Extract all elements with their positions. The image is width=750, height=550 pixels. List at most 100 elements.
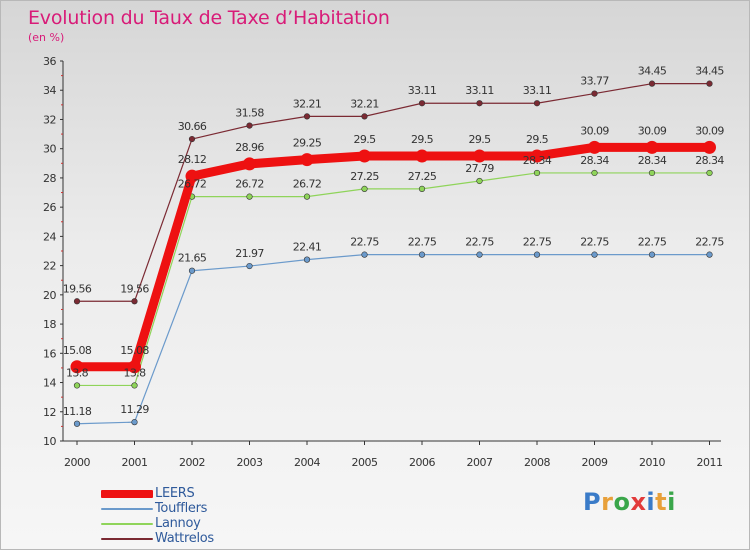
data-point-wattrelos (73, 298, 81, 305)
data-label-wattrelos: 34.45 (695, 65, 724, 78)
data-point-leers (473, 149, 486, 163)
logo-letter: t (655, 488, 668, 516)
x-tick-label: 2008 (524, 456, 550, 469)
legend-label-wattrelos: Wattrelos (155, 531, 214, 546)
x-tick-label: 2006 (409, 456, 435, 469)
data-label-lannoy: 26.72 (178, 178, 207, 191)
data-label-lannoy: 26.72 (293, 178, 322, 191)
data-label-leers: 15.08 (120, 344, 149, 357)
data-point-leers (70, 360, 84, 374)
legend-item-lannoy: Lannoy (101, 516, 261, 532)
data-label-toufflers: 21.97 (235, 247, 264, 260)
data-label-leers: 29.5 (411, 133, 434, 146)
data-point-leers (415, 149, 429, 163)
x-tick-label: 2000 (64, 456, 90, 469)
data-label-wattrelos: 32.21 (350, 97, 379, 110)
data-point-lannoy (361, 185, 368, 192)
y-tick-label: 34 (43, 84, 56, 97)
data-label-wattrelos: 33.11 (465, 84, 494, 97)
legend-item-wattrelos: Wattrelos (101, 531, 261, 547)
series-line-lannoy (76, 172, 711, 387)
data-label-leers: 15.08 (63, 344, 92, 357)
data-label-lannoy: 28.34 (638, 154, 667, 167)
data-label-wattrelos: 31.58 (235, 107, 264, 120)
data-label-toufflers: 22.41 (293, 241, 322, 254)
data-label-leers: 29.5 (353, 133, 376, 146)
y-tick-label: 16 (43, 347, 56, 360)
data-point-leers (300, 153, 314, 167)
data-label-leers: 30.09 (580, 124, 609, 137)
series-line-leers (72, 142, 714, 372)
x-tick-label: 2004 (294, 456, 320, 469)
series-line-wattrelos (76, 83, 711, 302)
logo-letter: r (601, 488, 614, 516)
legend-swatch-wattrelos (101, 538, 153, 540)
legend-label-toufflers: Toufflers (155, 501, 208, 516)
data-label-wattrelos: 34.45 (638, 65, 667, 78)
series-line-toufflers (76, 254, 711, 425)
data-label-lannoy: 28.34 (523, 154, 552, 167)
data-point-toufflers (131, 419, 138, 426)
x-tick-label: 2003 (237, 456, 263, 469)
data-point-leers (185, 169, 199, 183)
y-tick-label: 30 (43, 143, 56, 156)
y-tick-label: 18 (43, 318, 56, 331)
data-label-wattrelos: 30.66 (178, 120, 207, 133)
data-label-leers: 29.25 (293, 137, 322, 150)
data-point-toufflers (648, 251, 656, 258)
data-label-toufflers: 22.75 (695, 236, 724, 249)
x-tick-label: 2001 (122, 456, 148, 469)
legend-item-leers: LEERS (101, 486, 261, 502)
data-point-toufflers (188, 267, 196, 274)
y-tick-label: 12 (43, 406, 56, 419)
data-point-toufflers (246, 262, 253, 270)
data-point-wattrelos (591, 90, 598, 97)
logo-letter: i (646, 488, 656, 516)
data-point-lannoy (73, 382, 81, 389)
data-point-lannoy (476, 177, 483, 185)
data-point-lannoy (246, 193, 253, 200)
data-label-toufflers: 22.75 (638, 236, 667, 249)
data-label-leers: 30.09 (695, 124, 724, 137)
x-tick-label: 2010 (639, 456, 665, 469)
y-tick-label: 24 (43, 230, 56, 243)
data-label-lannoy: 27.25 (408, 170, 437, 183)
proxiti-logo: Proxiti (583, 488, 676, 516)
data-point-wattrelos (533, 100, 541, 107)
data-label-toufflers: 22.75 (465, 236, 494, 249)
legend-swatch-lannoy (101, 523, 153, 525)
y-tick-label: 26 (43, 201, 56, 214)
data-label-wattrelos: 33.77 (580, 75, 609, 88)
y-tick-label: 10 (43, 435, 56, 448)
data-point-lannoy (533, 169, 541, 177)
x-tick-label: 2009 (582, 456, 608, 469)
data-point-wattrelos (648, 80, 656, 87)
data-point-wattrelos (476, 100, 483, 107)
data-point-toufflers (303, 256, 311, 263)
data-point-leers (358, 149, 371, 163)
data-label-toufflers: 11.29 (120, 403, 149, 416)
y-tick-label: 14 (43, 377, 56, 390)
data-point-leers (588, 140, 601, 154)
legend-label-leers: LEERS (155, 486, 195, 501)
data-point-leers (530, 149, 544, 163)
data-label-wattrelos: 33.11 (523, 84, 552, 97)
data-point-toufflers (418, 251, 426, 258)
chart-unit-label: (en %) (28, 31, 65, 44)
data-point-toufflers (591, 251, 598, 258)
data-label-lannoy: 27.25 (350, 170, 379, 183)
y-tick-label: 36 (43, 55, 56, 68)
data-point-toufflers (361, 251, 368, 258)
legend-swatch-toufflers (101, 508, 153, 510)
data-label-lannoy: 26.72 (235, 178, 264, 191)
data-label-toufflers: 11.18 (63, 405, 92, 418)
data-label-leers: 29.5 (526, 133, 549, 146)
data-label-lannoy: 28.34 (580, 154, 609, 167)
data-label-toufflers: 22.75 (408, 236, 437, 249)
y-tick-label: 32 (43, 113, 56, 126)
data-label-lannoy: 13.8 (66, 366, 89, 379)
x-tick-label: 2005 (352, 456, 378, 469)
data-label-lannoy: 28.34 (695, 154, 724, 167)
data-label-wattrelos: 33.11 (408, 84, 437, 97)
